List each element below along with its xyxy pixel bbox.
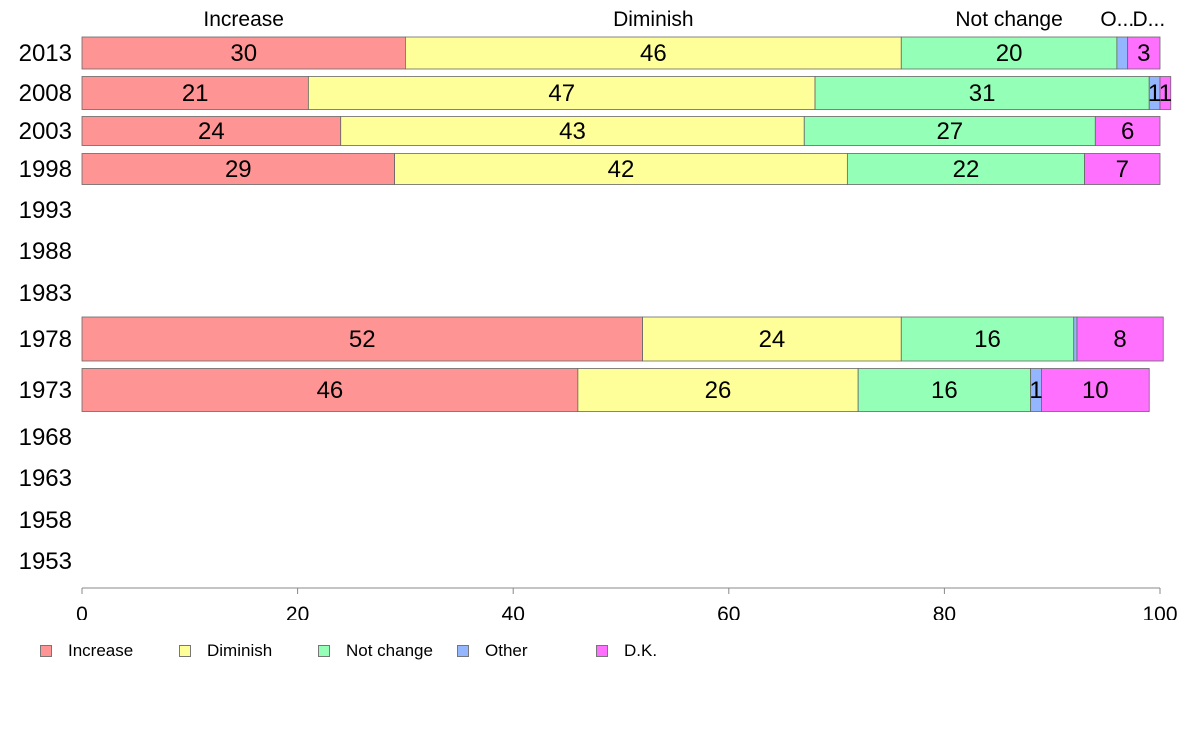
- segment-value-label: 46: [317, 377, 344, 404]
- segment-value-label: 22: [953, 156, 980, 183]
- top-label: O...: [1100, 8, 1134, 31]
- bar-segment: [81, 76, 309, 110]
- segment-value-label: 27: [936, 118, 963, 145]
- segment-value-label: 1: [1029, 377, 1042, 404]
- segment-value-label: 26: [705, 377, 732, 404]
- legend-swatch: [179, 645, 191, 657]
- legend-item: Diminish: [179, 641, 318, 661]
- bar-segment: [307, 76, 816, 110]
- legend-swatch: [40, 645, 52, 657]
- bar-segment: [1084, 153, 1161, 185]
- bar-segment: [1116, 36, 1129, 70]
- x-tick-label: 40: [502, 603, 525, 620]
- category-label: 2003: [19, 118, 72, 145]
- x-tick-label: 0: [76, 603, 88, 620]
- category-label: 1983: [19, 280, 72, 307]
- segment-value-label: 3: [1137, 40, 1150, 67]
- x-axis: 0 20 40 60 80 100: [76, 587, 1178, 620]
- legend-item: Not change: [318, 641, 457, 661]
- bar-segment: [81, 316, 643, 362]
- bar-segment: [1094, 116, 1161, 146]
- x-tick-label: 20: [286, 603, 309, 620]
- category-label: 1998: [19, 156, 72, 183]
- legend-item: D.K.: [596, 641, 696, 661]
- category-label: 2008: [19, 80, 72, 107]
- segment-value-label: 20: [996, 40, 1023, 67]
- bar-segment: [1159, 76, 1172, 110]
- legend: Increase Diminish Not change Other D.K.: [40, 641, 696, 661]
- bar-segment: [642, 316, 902, 362]
- bar-segment: [900, 316, 1075, 362]
- segment-value-label: 52: [349, 326, 376, 353]
- category-label: 2013: [19, 40, 72, 67]
- legend-label: Diminish: [207, 641, 273, 660]
- bar-segment: [340, 116, 805, 146]
- top-label: Not change: [955, 8, 1062, 31]
- bar-segment: [900, 36, 1118, 70]
- legend-label: D.K.: [624, 641, 658, 660]
- labels-layer: Increase Diminish Not change O...D...2013 30…: [19, 8, 1172, 575]
- segment-value-label: 43: [559, 118, 586, 145]
- bar-segment: [1127, 36, 1161, 70]
- segment-value-label: 16: [974, 326, 1001, 353]
- legend-label: Not change: [346, 641, 433, 660]
- category-label: 1953: [19, 548, 72, 575]
- segment-value-label: 10: [1082, 377, 1109, 404]
- top-label: Diminish: [613, 8, 694, 31]
- x-tick-label: 60: [717, 603, 740, 620]
- segment-value-label: 21: [182, 80, 209, 107]
- legend-swatch: [457, 645, 469, 657]
- bar-segment: [577, 368, 859, 412]
- segment-value-label: 1: [1148, 80, 1161, 107]
- category-label: 1973: [19, 377, 72, 404]
- segment-value-label: 46: [640, 40, 667, 67]
- legend-swatch: [596, 645, 608, 657]
- bar-segment: [846, 153, 1085, 185]
- bar-segment: [81, 153, 396, 185]
- category-label: 1993: [19, 197, 72, 224]
- segment-value-label: 47: [548, 80, 575, 107]
- segment-value-label: 6: [1121, 118, 1134, 145]
- top-label: Increase: [203, 8, 284, 31]
- bar-segment: [81, 368, 579, 412]
- category-label: 1988: [19, 238, 72, 265]
- stacked-bar-chart: Increase Diminish Not change O...D...2013 30…: [19, 8, 1178, 620]
- segment-value-label: 1: [1159, 80, 1172, 107]
- category-label: 1963: [19, 465, 72, 492]
- bar-segment: [404, 36, 902, 70]
- segment-value-label: 30: [230, 40, 257, 67]
- segment-value-label: 7: [1116, 156, 1129, 183]
- bar-segment: [814, 76, 1150, 110]
- legend-label: Other: [485, 641, 528, 660]
- segment-value-label: 31: [969, 80, 996, 107]
- category-label: 1958: [19, 507, 72, 534]
- legend-swatch: [318, 645, 330, 657]
- segment-value-label: 42: [608, 156, 635, 183]
- bar-segment: [81, 116, 342, 146]
- bar-segment: [1041, 368, 1150, 412]
- bar-segment: [1076, 316, 1164, 362]
- bars-layer: [81, 36, 1172, 412]
- top-label: D...: [1132, 8, 1165, 31]
- legend-item: Other: [457, 641, 596, 661]
- bar-segment: [857, 368, 1032, 412]
- segment-value-label: 16: [931, 377, 958, 404]
- x-tick-label: 80: [933, 603, 956, 620]
- segment-value-label: 29: [225, 156, 252, 183]
- bar-segment: [394, 153, 848, 185]
- legend-label: Increase: [68, 641, 134, 660]
- segment-value-label: 24: [759, 326, 786, 353]
- legend-item: Increase: [40, 641, 179, 661]
- segment-value-label: 24: [198, 118, 225, 145]
- x-tick-label: 100: [1142, 603, 1177, 620]
- bar-segment: [1073, 316, 1078, 362]
- category-label: 1968: [19, 424, 72, 451]
- category-label: 1978: [19, 326, 72, 353]
- segment-value-label: 8: [1113, 326, 1126, 353]
- bar-segment: [81, 36, 406, 70]
